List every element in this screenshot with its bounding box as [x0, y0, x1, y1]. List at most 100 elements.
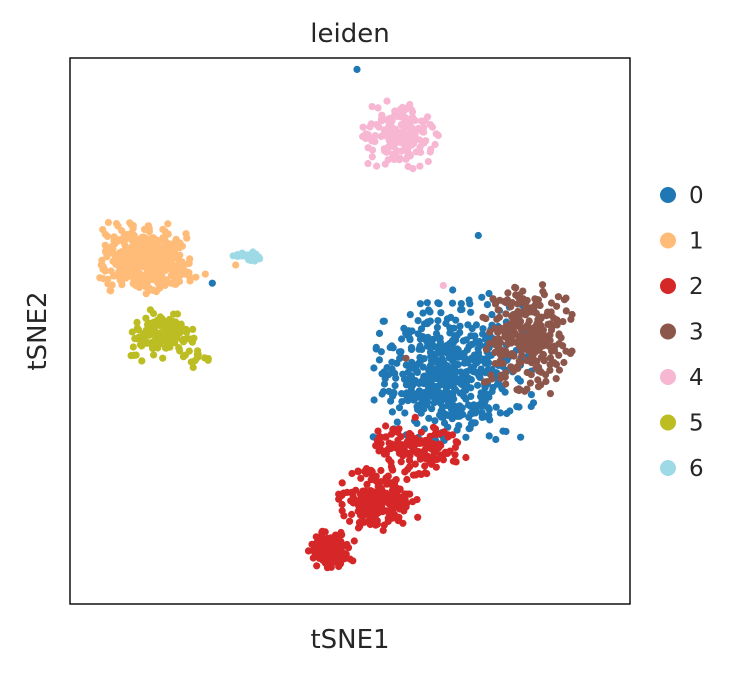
point-cluster-3	[552, 360, 561, 368]
point-cluster-0	[413, 419, 421, 427]
point-cluster-0	[438, 355, 446, 363]
point-cluster-0	[470, 351, 478, 359]
point-cluster-0	[468, 325, 476, 333]
point-cluster-0	[456, 402, 464, 410]
point-cluster-1	[147, 245, 155, 253]
point-cluster-2	[386, 479, 394, 487]
point-cluster-5	[179, 353, 188, 361]
point-cluster-3	[559, 342, 567, 350]
point-cluster-2	[392, 444, 400, 452]
point-cluster-3	[402, 354, 410, 362]
point-cluster-4	[380, 126, 388, 134]
point-cluster-2	[382, 474, 390, 482]
point-cluster-4	[368, 153, 376, 161]
point-cluster-2	[376, 433, 385, 441]
point-cluster-0	[423, 318, 432, 326]
point-cluster-4	[439, 281, 447, 290]
point-cluster-0	[408, 358, 416, 366]
point-cluster-2	[335, 551, 344, 560]
point-cluster-1	[176, 251, 184, 259]
point-cluster-0	[431, 343, 439, 351]
point-cluster-0	[446, 339, 454, 348]
point-cluster-3	[517, 326, 526, 334]
point-cluster-4	[364, 160, 372, 168]
point-cluster-2	[357, 504, 365, 512]
point-cluster-3	[559, 318, 567, 326]
point-cluster-2	[403, 475, 411, 484]
point-cluster-4	[434, 131, 442, 140]
point-cluster-4	[388, 116, 396, 124]
point-cluster-4	[412, 148, 420, 156]
point-cluster-2	[357, 474, 365, 482]
point-cluster-2	[350, 537, 358, 545]
point-cluster-5	[169, 318, 177, 326]
point-cluster-1	[150, 267, 159, 275]
point-cluster-1	[133, 275, 141, 283]
point-cluster-3	[546, 361, 554, 369]
point-cluster-2	[325, 551, 333, 560]
point-cluster-0	[414, 393, 422, 401]
point-cluster-3	[499, 359, 507, 368]
point-cluster-3	[546, 390, 555, 398]
point-cluster-3	[526, 341, 534, 349]
point-cluster-3	[515, 291, 524, 299]
point-cluster-0	[431, 417, 439, 425]
point-cluster-0	[408, 327, 416, 335]
point-cluster-1	[112, 220, 121, 228]
point-cluster-3	[568, 310, 576, 319]
point-cluster-4	[385, 136, 393, 145]
point-cluster-2	[381, 490, 389, 498]
point-cluster-3	[534, 383, 543, 391]
point-cluster-0	[428, 405, 436, 413]
point-cluster-5	[129, 343, 137, 351]
point-cluster-3	[544, 320, 552, 328]
legend: 0 1 2 3 4 5 6	[660, 183, 704, 482]
point-cluster-5	[191, 357, 199, 365]
point-cluster-3	[535, 367, 543, 375]
point-cluster-2	[392, 476, 400, 484]
point-cluster-0	[438, 413, 446, 421]
point-cluster-0	[473, 359, 481, 367]
point-cluster-0	[406, 335, 414, 343]
point-cluster-3	[497, 371, 505, 379]
point-cluster-3	[527, 349, 536, 357]
point-cluster-4	[431, 140, 439, 149]
point-cluster-3	[568, 347, 576, 355]
point-cluster-2	[372, 472, 380, 480]
point-cluster-4	[407, 132, 416, 140]
point-cluster-5	[152, 338, 160, 346]
point-cluster-0	[457, 368, 465, 376]
point-cluster-5	[189, 363, 197, 371]
point-cluster-3	[480, 378, 489, 386]
point-cluster-2	[451, 451, 459, 459]
point-cluster-1	[142, 283, 150, 291]
legend-marker-3	[660, 323, 676, 340]
point-cluster-5	[188, 338, 196, 346]
point-cluster-2	[367, 476, 375, 484]
point-cluster-3	[547, 299, 556, 307]
point-cluster-0	[478, 409, 486, 417]
point-cluster-1	[186, 277, 194, 285]
point-cluster-3	[508, 313, 516, 321]
point-cluster-0	[465, 296, 473, 304]
point-cluster-3	[542, 312, 551, 320]
point-cluster-3	[538, 281, 547, 289]
point-cluster-4	[364, 131, 372, 139]
point-cluster-1	[176, 239, 184, 247]
point-cluster-1	[152, 288, 160, 296]
point-cluster-0	[375, 329, 384, 337]
point-cluster-0	[462, 368, 470, 376]
point-cluster-5	[134, 326, 143, 334]
point-cluster-0	[377, 348, 385, 356]
point-cluster-0	[421, 393, 429, 401]
point-cluster-0	[402, 361, 410, 369]
point-cluster-0	[455, 353, 463, 361]
point-cluster-0	[485, 432, 493, 440]
point-cluster-1	[158, 265, 166, 273]
point-cluster-4	[408, 106, 416, 114]
point-cluster-2	[340, 512, 348, 520]
point-cluster-2	[329, 542, 338, 550]
legend-label-5: 5	[689, 411, 704, 437]
point-cluster-0	[480, 390, 488, 398]
point-cluster-2	[324, 534, 332, 543]
